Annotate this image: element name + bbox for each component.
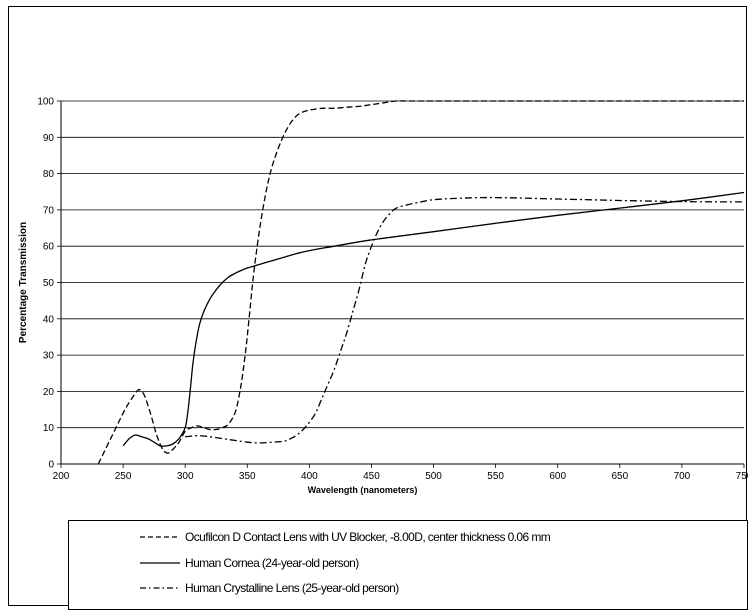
series-line-contact-lens bbox=[97, 100, 744, 465]
x-tick-label-200: 200 bbox=[53, 471, 70, 482]
y-tick-label-40: 40 bbox=[43, 314, 55, 325]
y-tick-label-60: 60 bbox=[43, 242, 55, 253]
x-tick-label-700: 700 bbox=[674, 471, 691, 482]
chart-frame: 0 10 20 30 40 50 60 70 80 90 100 200 250 300 350 400 450… bbox=[8, 6, 748, 610]
x-tick-label-350: 350 bbox=[239, 471, 256, 482]
y-tick-label-80: 80 bbox=[43, 169, 55, 180]
legend-dash-dot-line-icon bbox=[140, 587, 180, 589]
y-tick-label-50: 50 bbox=[43, 278, 55, 289]
x-tick-label-500: 500 bbox=[425, 471, 442, 482]
x-tick-label-550: 550 bbox=[487, 471, 504, 482]
legend-solid-line-icon bbox=[140, 562, 180, 564]
x-axis-title: Wavelength (nanometers) bbox=[308, 485, 418, 495]
y-tick-label-100: 100 bbox=[37, 97, 54, 108]
legend-dashed-line-icon bbox=[140, 536, 180, 538]
x-tick-label-250: 250 bbox=[115, 471, 132, 482]
legend-label-crystalline-lens: Human Crystalline Lens (25-year-old pers… bbox=[185, 581, 399, 595]
y-tick-label-0: 0 bbox=[48, 460, 54, 471]
series-line-cornea bbox=[122, 191, 745, 447]
legend-label-contact-lens: Ocufilcon D Contact Lens with UV Blocker… bbox=[185, 530, 551, 544]
y-tick-label-20: 20 bbox=[43, 387, 55, 398]
legend-item-contact-lens: Ocufilcon D Contact Lens with UV Blocker… bbox=[139, 528, 551, 546]
y-axis-title: Percentage Transmission bbox=[18, 222, 29, 343]
y-tick-label-30: 30 bbox=[43, 351, 55, 362]
x-tick-label-600: 600 bbox=[549, 471, 566, 482]
legend-item-cornea: Human Cornea (24-year-old person) bbox=[139, 554, 359, 572]
x-tick-label-750: 750 bbox=[736, 471, 748, 482]
x-tick-label-450: 450 bbox=[363, 471, 380, 482]
legend-label-cornea: Human Cornea (24-year-old person) bbox=[185, 556, 359, 570]
x-tick-label-300: 300 bbox=[177, 471, 194, 482]
y-tick-label-90: 90 bbox=[43, 133, 55, 144]
series-line-crystalline-lens bbox=[185, 196, 745, 444]
x-tick-label-400: 400 bbox=[301, 471, 318, 482]
chart-plot: 0 10 20 30 40 50 60 70 80 90 100 200 250 300 350 400 450… bbox=[18, 97, 748, 496]
legend-item-crystalline-lens: Human Crystalline Lens (25-year-old pers… bbox=[139, 579, 399, 597]
y-tick-label-70: 70 bbox=[43, 205, 55, 216]
x-tick-label-650: 650 bbox=[611, 471, 628, 482]
y-tick-label-10: 10 bbox=[43, 423, 55, 434]
